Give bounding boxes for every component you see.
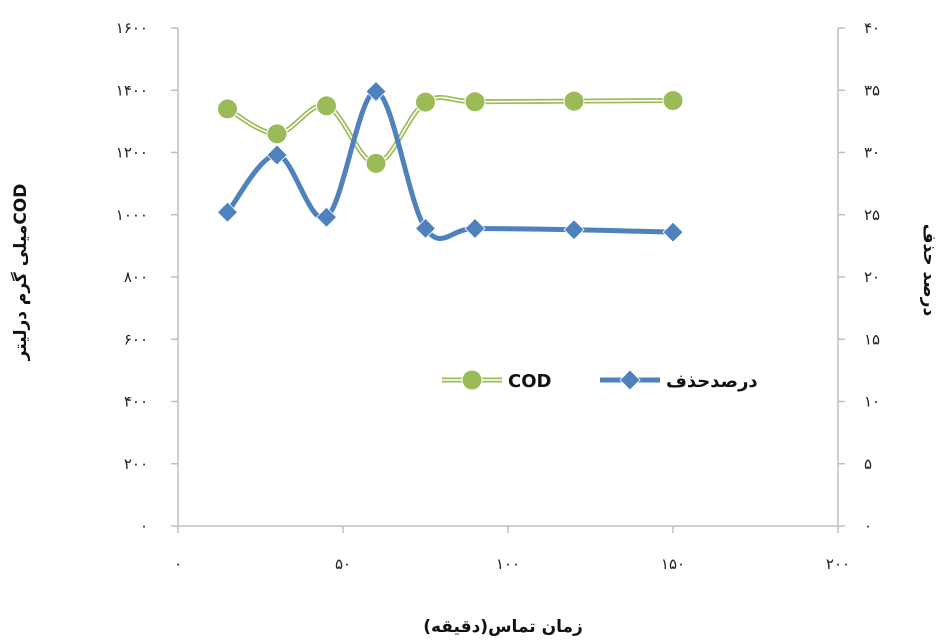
- y-left-axis-title-cod: COD: [11, 184, 31, 225]
- series-line-removal: [225, 89, 674, 242]
- removal-point: [365, 80, 387, 103]
- y-left-axis-title-unit: میلی گرم درلیتر: [10, 225, 31, 362]
- y-left-tick-label: ۰: [140, 517, 148, 535]
- tick-layer: ۰۲۰۰۴۰۰۶۰۰۸۰۰۱۰۰۰۱۲۰۰۱۴۰۰۱۶۰۰۰۵۱۰۱۵۲۰۲۵۳…: [116, 19, 880, 573]
- legend-cod-marker: [461, 369, 483, 391]
- legend-removal-label: درصدحذف: [666, 371, 758, 392]
- x-tick-label: ۲۰۰: [826, 555, 850, 573]
- x-tick-label: ۰: [174, 555, 182, 573]
- legend: COD درصدحذف: [442, 369, 758, 392]
- cod-point: [415, 91, 436, 113]
- series-cod: [217, 90, 684, 174]
- y-left-tick-label: ۱۴۰۰: [116, 81, 148, 99]
- legend-cod-label: COD: [508, 371, 551, 392]
- y-right-tick-label: ۳۵: [864, 81, 880, 99]
- y-left-tick-label: ۸۰۰: [124, 268, 148, 286]
- y-left-tick-label: ۲۰۰: [124, 455, 148, 473]
- y-left-tick-label: ۴۰۰: [124, 393, 148, 411]
- y-right-tick-label: ۰: [864, 517, 872, 535]
- y-right-tick-label: ۴۰: [864, 19, 880, 37]
- removal-point: [414, 217, 437, 240]
- cod-point: [217, 98, 238, 120]
- removal-point: [216, 201, 239, 223]
- series-removal-percent: [216, 80, 684, 243]
- x-tick-label: ۵۰: [335, 555, 351, 573]
- cod-point: [662, 90, 684, 112]
- x-tick-label: ۱۰۰: [496, 555, 520, 573]
- legend-removal-marker: [619, 369, 641, 391]
- y-left-tick-label: ۱۲۰۰: [116, 144, 148, 162]
- y-left-tick-label: ۱۶۰۰: [116, 19, 148, 37]
- y-right-tick-label: ۱۰: [864, 393, 880, 411]
- cod-point: [316, 95, 337, 117]
- cod-point: [365, 152, 387, 174]
- removal-point: [266, 144, 288, 166]
- y-right-axis-title: درصد حذف: [919, 224, 939, 317]
- x-tick-label: ۱۵۰: [661, 555, 685, 573]
- y-left-tick-label: ۱۰۰۰: [116, 206, 148, 224]
- y-right-tick-label: ۲۵: [864, 206, 880, 224]
- cod-point: [266, 123, 288, 145]
- series-layer: [216, 80, 684, 243]
- removal-point: [464, 217, 486, 240]
- y-right-tick-label: ۵: [864, 455, 872, 473]
- y-right-tick-label: ۲۰: [864, 268, 880, 286]
- y-left-tick-label: ۶۰۰: [124, 330, 148, 348]
- y-right-tick-label: ۳۰: [864, 144, 880, 162]
- series-line-cod: [226, 95, 674, 166]
- y-left-axis-title: میلی گرم درلیترCOD: [10, 184, 31, 362]
- removal-point: [662, 221, 684, 243]
- cod-point: [464, 91, 486, 113]
- series-line-cod-inner: [227, 96, 674, 165]
- cod-point: [563, 90, 585, 112]
- x-axis-title: زمان تماس(دقیقه): [423, 617, 583, 637]
- y-right-tick-label: ۱۵: [864, 330, 880, 348]
- removal-point: [563, 219, 585, 241]
- removal-point: [315, 206, 338, 228]
